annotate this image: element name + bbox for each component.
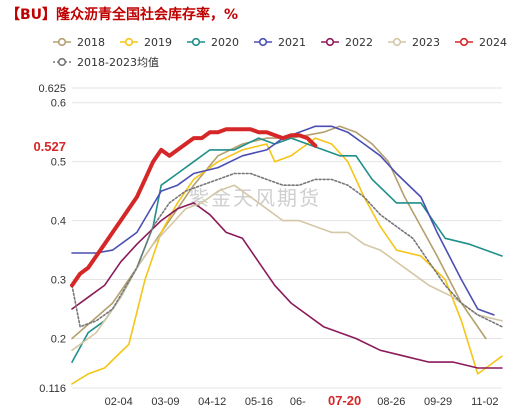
legend-marker-icon	[53, 37, 71, 47]
legend-label: 2024	[479, 35, 507, 49]
y-tick-label: 0.5	[51, 157, 66, 169]
x-tick-label: 09-29	[424, 396, 452, 408]
legend-item: 2018-2023均值	[52, 54, 159, 70]
y-tick-label: 0.2	[51, 333, 66, 345]
legend-marker-icon	[187, 37, 205, 47]
legend-label: 2018	[77, 35, 105, 49]
x-tick-label: 08-26	[377, 396, 405, 408]
current-date-label: 07-20	[328, 393, 361, 408]
legend-marker-icon	[254, 37, 272, 47]
legend-label: 2021	[278, 35, 306, 49]
legend-label: 2018-2023均值	[77, 56, 159, 69]
y-tick-label: 0.4	[51, 216, 66, 228]
legend-item: 2018	[52, 34, 105, 50]
legend-label: 2019	[144, 35, 172, 49]
x-tick-label: 03-09	[151, 396, 179, 408]
x-tick-label: 04-12	[198, 396, 226, 408]
x-tick-label: 05-16	[245, 396, 273, 408]
legend-item: 2020	[186, 34, 239, 50]
series-line-2024	[70, 127, 318, 288]
y-tick-label: 0.3	[51, 275, 66, 287]
watermark: 紫金天风期货	[189, 186, 321, 210]
legend-marker-icon	[388, 37, 406, 47]
legend-marker-icon	[53, 57, 71, 67]
y-tick-label: 0.6	[51, 98, 66, 110]
x-tick-label: 02-04	[105, 396, 133, 408]
legend-item: 2021	[253, 34, 306, 50]
current-value-label: 0.527	[33, 139, 66, 154]
chart-title: 【BU】隆众沥青全国社会库存率，%	[6, 7, 239, 23]
legend-item: 2024	[454, 34, 507, 50]
series-line-2020	[71, 137, 503, 363]
legend-marker-icon	[120, 37, 138, 47]
y-tick-label: 0.625	[38, 83, 66, 95]
legend-label: 2020	[211, 35, 239, 49]
series-line-2018	[71, 125, 487, 340]
legend-marker-icon	[455, 37, 473, 47]
legend-item: 2023	[387, 34, 440, 50]
legend-label: 2022	[345, 35, 373, 49]
x-tick-label: 06-	[290, 396, 306, 408]
legend-marker-icon	[321, 37, 339, 47]
legend-label: 2023	[412, 35, 440, 49]
series-line-2023	[71, 184, 503, 352]
series-line-2022	[71, 202, 503, 369]
legend-item: 2019	[119, 34, 172, 50]
series-line-2019	[71, 137, 503, 385]
legend-item: 2022	[320, 34, 373, 50]
series-line-2018-2023均值	[71, 172, 503, 328]
x-tick-label: 11-02	[471, 396, 498, 408]
y-tick-label: 0.116	[39, 383, 66, 395]
series-line-2021	[71, 125, 495, 316]
legend: 2018 2019 2020 2021 2022 2023 2024 2018-2023均值	[52, 34, 522, 70]
